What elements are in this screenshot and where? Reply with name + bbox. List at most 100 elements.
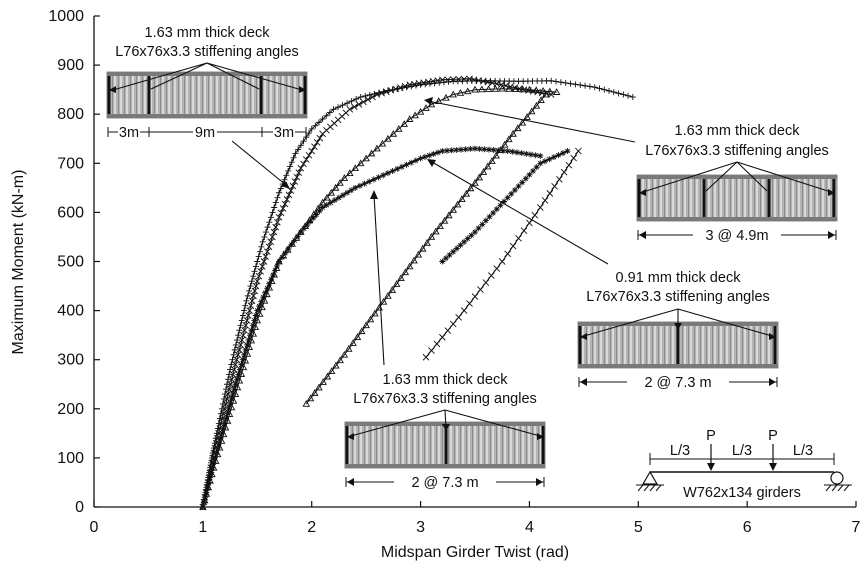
data-point-asterisk <box>527 151 534 158</box>
data-point-asterisk <box>448 147 455 154</box>
data-point-cross <box>383 88 390 96</box>
y-tick-label: 700 <box>57 155 84 172</box>
data-point-asterisk <box>274 262 281 269</box>
data-point-asterisk <box>222 415 229 422</box>
series-line <box>305 94 547 405</box>
data-point-asterisk <box>442 255 449 262</box>
data-point-triangle <box>327 367 336 375</box>
data-point-asterisk <box>408 159 415 166</box>
data-point-asterisk <box>421 153 428 160</box>
data-point-asterisk <box>555 152 562 159</box>
annotation-label-line1: 0.91 mm thick deck <box>616 270 742 286</box>
data-point-plus <box>255 253 262 260</box>
data-point-cross <box>509 242 517 250</box>
data-point-cross <box>300 160 307 168</box>
annotation-label-line2: L76x76x3.3 stiffening angles <box>645 143 829 159</box>
arrowhead <box>537 433 544 440</box>
data-point-asterisk <box>479 221 486 228</box>
data-point-triangle <box>527 107 536 115</box>
data-point-asterisk <box>495 147 502 154</box>
data-point-triangle <box>423 238 431 246</box>
data-point-cross <box>262 253 269 260</box>
data-point-plus <box>220 395 227 402</box>
data-point-triangle <box>245 343 254 351</box>
y-tick-label: 400 <box>57 303 84 320</box>
data-point-plus <box>286 163 293 170</box>
loading-diagram: L/3 L/3 L/3 P P W762x134 girders <box>636 428 852 501</box>
data-point-asterisk <box>559 150 566 157</box>
data-point-cross <box>252 282 260 290</box>
data-point-triangle <box>518 118 527 126</box>
data-point-asterisk <box>266 280 273 287</box>
data-point-asterisk <box>380 172 387 179</box>
data-point-asterisk <box>236 366 243 373</box>
data-point-triangle <box>456 88 465 96</box>
data-point-plus <box>251 268 258 275</box>
dimension-label-bg <box>693 226 781 244</box>
dimension-label-bg <box>193 124 217 140</box>
data-point-cross <box>251 287 259 295</box>
data-point-plus <box>615 90 622 97</box>
data-point-asterisk <box>486 213 493 220</box>
data-point-plus <box>250 273 257 280</box>
deck-edge-top <box>107 72 307 76</box>
data-point-plus <box>218 405 225 412</box>
data-point-asterisk <box>260 294 267 301</box>
data-point-plus <box>582 82 589 89</box>
point-load-label: P <box>706 428 716 444</box>
data-point-triangle <box>384 291 392 299</box>
arrowhead <box>370 190 378 199</box>
data-point-asterisk <box>282 250 289 257</box>
dimension-label: 9m <box>195 125 215 141</box>
data-point-plus <box>230 351 237 358</box>
data-point-plus <box>254 258 261 265</box>
arrowhead <box>828 231 835 239</box>
data-point-triangle <box>537 96 545 104</box>
data-point-triangle <box>532 101 541 109</box>
data-point-asterisk <box>228 395 235 402</box>
data-point-plus <box>606 87 613 94</box>
data-point-cross <box>428 347 435 354</box>
data-point-cross <box>541 197 549 204</box>
data-point-plus <box>235 332 242 339</box>
point-load-label: P <box>768 428 778 444</box>
data-point-triangle <box>362 154 370 162</box>
data-point-asterisk <box>475 225 482 232</box>
data-point-cross <box>260 258 268 265</box>
girder-caption: W762x134 girders <box>683 485 801 501</box>
data-point-triangle <box>239 363 248 371</box>
data-point-triangle <box>479 168 488 175</box>
data-point-triangle <box>478 85 486 93</box>
data-point-triangle <box>344 344 353 352</box>
data-point-triangle <box>442 93 450 101</box>
data-point-cross <box>504 250 511 258</box>
arrowhead <box>828 189 835 196</box>
x-tick-label: 7 <box>852 519 861 536</box>
data-point-plus <box>241 307 248 314</box>
arrowhead <box>580 333 587 340</box>
data-point-cross <box>234 351 242 359</box>
data-point-asterisk <box>251 317 258 324</box>
x-tick-label: 4 <box>525 519 534 536</box>
data-point-cross <box>449 320 457 328</box>
data-point-triangle <box>449 206 457 213</box>
data-point-plus <box>629 94 636 101</box>
dimension-label-bg <box>273 124 295 140</box>
span-label: L/3 <box>670 443 690 459</box>
data-point-cross <box>520 227 528 234</box>
data-point-cross <box>313 139 321 146</box>
arrowhead <box>769 333 776 340</box>
data-point-triangle <box>332 361 340 369</box>
data-point-asterisk <box>239 356 246 363</box>
data-point-plus <box>221 391 228 398</box>
deck-edge-top <box>637 175 837 179</box>
data-point-triangle <box>498 84 506 92</box>
data-point-plus <box>272 199 279 206</box>
data-point-cross <box>360 98 367 106</box>
arrowhead <box>769 378 776 386</box>
data-point-plus <box>239 312 246 319</box>
data-point-asterisk <box>327 199 334 206</box>
data-point-plus <box>276 189 283 196</box>
data-point-asterisk <box>248 327 255 334</box>
data-point-asterisk <box>453 146 460 153</box>
